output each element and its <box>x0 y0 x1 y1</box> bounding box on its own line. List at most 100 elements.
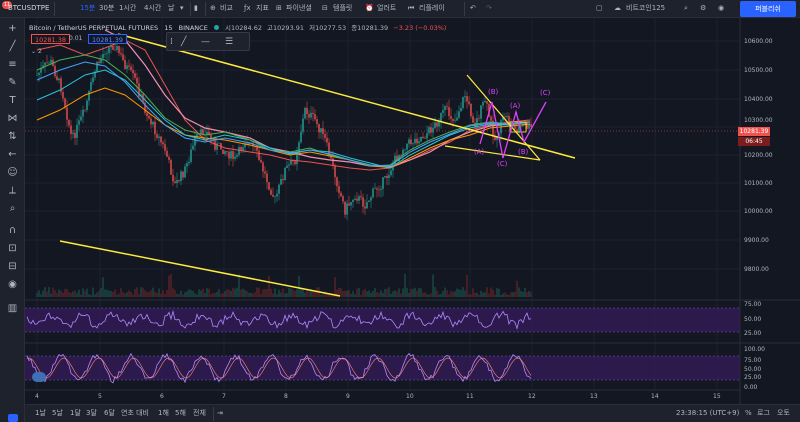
templates-icon[interactable]: ⊟ <box>322 4 328 12</box>
volume-bar <box>428 294 430 297</box>
chart-canvas[interactable] <box>25 18 800 404</box>
crosshair-icon[interactable]: + <box>8 23 17 34</box>
interval-1h[interactable]: 1시간 <box>119 4 137 12</box>
candle-body <box>450 116 452 119</box>
candle-body <box>214 140 216 150</box>
layout-icon[interactable]: ▢ <box>596 4 603 12</box>
volume-bar <box>304 292 306 297</box>
brush-icon[interactable]: ✎ <box>8 77 17 88</box>
prediction-icon[interactable]: ⇅ <box>8 131 17 142</box>
candle-body <box>78 120 80 125</box>
volume-bar <box>216 291 218 297</box>
range-5d[interactable]: 5날 <box>52 409 63 417</box>
range-1y[interactable]: 1해 <box>158 409 169 417</box>
range-ytd[interactable]: 연초 대비 <box>121 409 149 417</box>
volume-bar <box>258 287 260 297</box>
zoom-icon[interactable]: ⌕ <box>9 203 16 214</box>
emoji-icon[interactable]: ☺ <box>7 167 18 178</box>
time-label: 8 <box>284 393 288 400</box>
publish-button[interactable]: 퍼블리쉬 <box>740 1 796 17</box>
interval-30m[interactable]: 30분 <box>99 4 115 12</box>
candle-body <box>388 175 390 178</box>
range-all[interactable]: 전체 <box>193 409 206 417</box>
line-width-icon[interactable]: ☰ <box>225 37 234 47</box>
percent-toggle[interactable]: % <box>745 409 752 417</box>
drag-handle-icon[interactable]: ⁞ <box>170 37 173 47</box>
line-tool-icon[interactable]: ╱ <box>181 37 187 47</box>
bid-price-button[interactable]: 10281.38 <box>31 34 71 44</box>
chart-type-icon[interactable]: ▮ <box>194 4 198 12</box>
range-5y[interactable]: 5해 <box>175 409 186 417</box>
notification-dot[interactable] <box>8 414 18 422</box>
volume-bar <box>408 292 410 297</box>
log-toggle[interactable]: 로그 <box>757 409 770 417</box>
back-icon[interactable]: ← <box>8 149 17 160</box>
range-3m[interactable]: 3달 <box>86 409 97 417</box>
series-collapse[interactable]: ⌄ 2 <box>31 48 42 55</box>
interval-1d[interactable]: 날 <box>168 4 175 12</box>
ask-price-button[interactable]: 10281.39 <box>88 34 128 44</box>
templates-button[interactable]: 템플릿 <box>333 4 353 12</box>
ruler-icon[interactable]: ⟂ <box>9 185 16 196</box>
replay-icon[interactable]: ⏮ <box>408 4 415 12</box>
legend-title[interactable]: Bitcoin / TetherUS PERPETUAL FUTURES <box>29 24 159 32</box>
volume-bar <box>374 287 376 297</box>
lock-icon[interactable]: ⊡ <box>8 243 17 254</box>
goto-date-icon[interactable]: ⇥ <box>217 409 223 417</box>
cloud-icon[interactable]: ☁ <box>614 4 621 12</box>
lock-drawings-icon[interactable]: ⊟ <box>8 261 17 272</box>
financials-button[interactable]: 파이낸셜 <box>286 4 312 12</box>
indicators-button[interactable]: 지표 <box>256 4 269 12</box>
volume-bar <box>378 292 380 297</box>
volume-bar <box>322 294 324 297</box>
search-icon[interactable]: ⌕ <box>684 4 688 12</box>
volume-bar <box>264 288 266 297</box>
range-1d[interactable]: 1날 <box>35 409 46 417</box>
time-label: 9 <box>346 393 350 400</box>
line-style-icon[interactable]: — <box>201 37 210 47</box>
camera-icon[interactable]: ◉ <box>718 4 725 12</box>
candle-body <box>482 102 484 106</box>
volume-bar <box>468 294 470 297</box>
financials-icon[interactable]: ⊞ <box>276 4 282 12</box>
text-icon[interactable]: T <box>9 95 16 106</box>
settings-icon[interactable]: ⚙ <box>700 4 707 12</box>
interval-15m[interactable]: 15분 <box>80 4 96 12</box>
eye-icon[interactable]: ◉ <box>8 279 17 290</box>
candle-body <box>356 198 358 201</box>
range-6m[interactable]: 6달 <box>104 409 115 417</box>
undo-icon[interactable]: ↶ <box>470 4 476 12</box>
compare-button[interactable]: 비교 <box>220 4 233 12</box>
magnet-icon[interactable]: ∩ <box>8 225 17 236</box>
layout-name[interactable]: 비트코인125 <box>626 4 666 12</box>
volume-bar <box>94 294 96 297</box>
indicators-icon[interactable]: ƒx <box>244 4 251 12</box>
volume-bar <box>254 292 256 297</box>
clock-readout[interactable]: 23:38:15 (UTC+9) <box>676 409 740 417</box>
trash-icon[interactable]: ▥ <box>7 303 18 314</box>
volume-bar <box>396 291 398 297</box>
auto-toggle[interactable]: 오토 <box>777 409 790 417</box>
candle-body <box>338 186 340 193</box>
candle-body <box>298 142 300 154</box>
volume-bar <box>446 290 448 297</box>
candle-body <box>302 118 304 132</box>
notification-badge[interactable]: 11 <box>2 1 12 9</box>
chevron-down-icon[interactable]: ▾ <box>180 4 184 12</box>
pattern-icon[interactable]: ⋈ <box>7 113 18 124</box>
compare-icon[interactable]: ⊕ <box>210 4 216 12</box>
indicator-logo-icon[interactable] <box>32 372 46 382</box>
alert-button[interactable]: 얼러트 <box>377 4 397 12</box>
interval-4h[interactable]: 4시간 <box>144 4 162 12</box>
alert-icon[interactable]: ⏰ <box>365 4 374 12</box>
redo-icon[interactable]: ↷ <box>486 4 492 12</box>
volume-bar <box>84 291 86 297</box>
symbol-search[interactable]: BTCUSDTPE <box>8 4 50 12</box>
candle-body <box>340 192 342 197</box>
volume-bar <box>174 289 176 297</box>
range-1m[interactable]: 1달 <box>70 409 81 417</box>
price-label: 10400.00 <box>744 96 773 103</box>
trendline-icon[interactable]: ╱ <box>9 41 16 52</box>
fib-icon[interactable]: ≡ <box>8 59 17 70</box>
replay-button[interactable]: 리플레이 <box>419 4 445 12</box>
